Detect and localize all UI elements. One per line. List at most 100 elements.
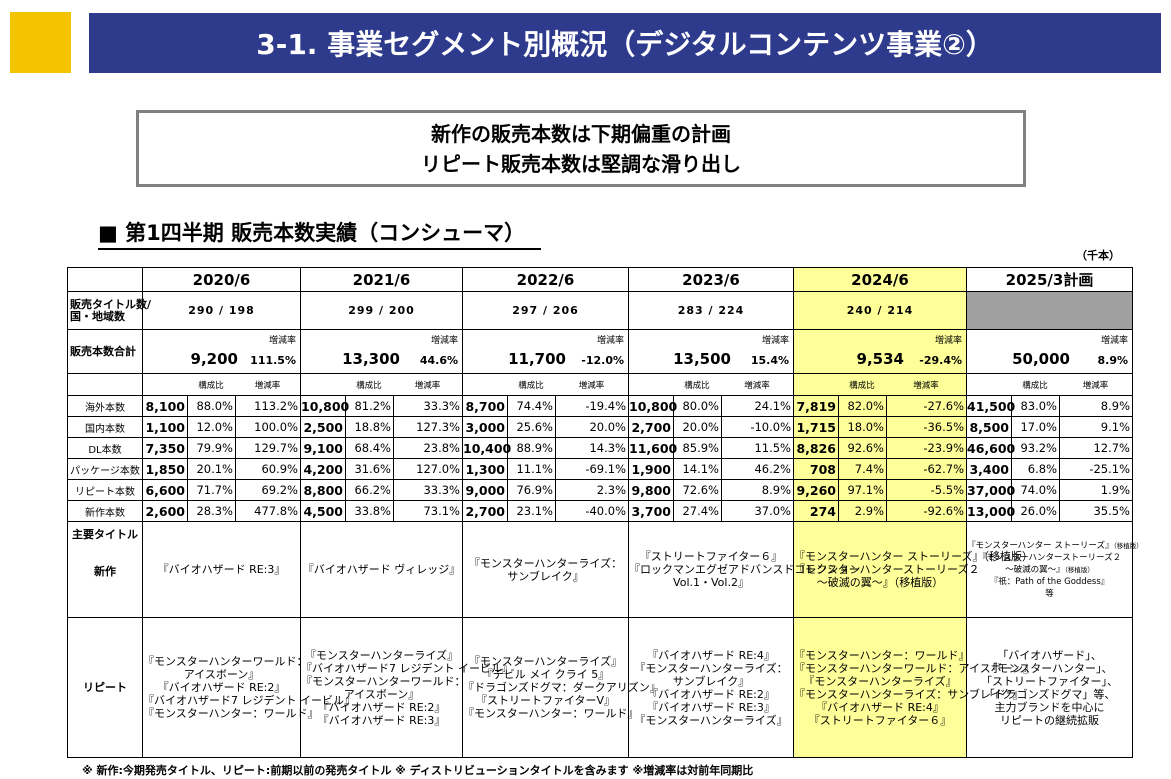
title-line: 『モンスターハンターストーリーズ２ — [977, 552, 1122, 563]
growth-caption: 増減率 — [414, 380, 441, 391]
metric-cell: 8,800 66.2% 33.3% — [300, 479, 463, 501]
title-line: リピートの継続拡販 — [1000, 713, 1099, 727]
metric-growth: 20.0% — [555, 417, 628, 437]
total-growth: -12.0% — [581, 354, 624, 367]
metric-ratio: 7.4% — [838, 459, 886, 479]
caption-cell: 構成比 増減率 — [628, 373, 794, 396]
metric-value: 274 — [809, 503, 836, 519]
caption-row: 構成比 増減率 構成比 増減率 構成比 増減率 構成比 増減率 構成比 増減率 構成比 増減… — [67, 373, 1133, 396]
title-line: 『デビル メイ クライ 5』 — [481, 668, 610, 681]
total-cell: 増減率 9,200 111.5% — [142, 329, 301, 374]
title-line: 『モンスターハンター：ワールド』 — [463, 707, 639, 720]
metric-cell: 10,800 80.0% 24.1% — [628, 395, 794, 417]
metric-cell: 8,700 74.4% -19.4% — [462, 395, 629, 417]
title-line: ～破滅の翼～』（移植版） — [967, 564, 1132, 576]
new-titles-row: 主要タイトル 新作 『バイオハザード RE:3』 『バイオハザード ヴィレッジ』… — [67, 521, 1143, 618]
growth-caption: 増減率 — [254, 380, 281, 391]
metric-value: 1,100 — [145, 419, 185, 435]
year-header: 2023/6 — [628, 267, 794, 292]
metric-value: 37,000 — [967, 482, 1016, 498]
metric-ratio: 83.0% — [1011, 396, 1059, 416]
ratio-caption: 構成比 — [1022, 380, 1048, 391]
metric-ratio: 66.2% — [345, 480, 393, 500]
total-value: 50,000 — [1012, 350, 1070, 368]
metric-cell: 8,826 92.6% -23.9% — [793, 437, 967, 459]
metric-cell: 41,500 83.0% 8.9% — [966, 395, 1133, 417]
title-line: 「バイオハザード」、 — [997, 648, 1102, 662]
metric-ratio: 92.6% — [838, 438, 886, 458]
repeat-titles-cell: 『モンスターハンター：ワールド』 『モンスターハンターワールド：アイスボーン』 『モ… — [793, 617, 1034, 758]
metric-value: 11,600 — [629, 440, 678, 456]
metric-value: 9,800 — [631, 482, 671, 498]
metric-row: パッケージ本数 1,850 20.1% 60.9% 4,200 31.6% 127.0% 1,… — [67, 458, 1133, 480]
porting-tag: （移植版） — [1064, 565, 1094, 574]
title-line: 等 — [1045, 588, 1054, 599]
title-line: 『バイオハザード RE:3』 — [647, 700, 775, 714]
repeat-titles-cell: 「バイオハザード」、 「モンスターハンター」、 「ストリートファイター」、 「ドラゴン… — [966, 617, 1133, 758]
metric-row: 新作本数 2,600 28.3% 477.8% 4,500 33.8% 73.1% 2,700… — [67, 500, 1133, 522]
metric-growth: -23.9% — [886, 438, 966, 458]
metric-growth: 113.2% — [235, 396, 300, 416]
metric-value: 9,000 — [465, 482, 505, 498]
title-line: 『バイオハザード RE:4』 — [647, 648, 775, 662]
metric-growth: 8.9% — [1059, 396, 1132, 416]
metric-value: 1,850 — [145, 461, 185, 477]
total-label: 販売本数合計 — [67, 329, 143, 374]
new-titles-label: 主要タイトル 新作 — [67, 521, 143, 618]
metric-label: 海外本数 — [67, 395, 143, 417]
headline-box: 新作の販売本数は下期偏重の計画 リピート販売本数は堅調な滑り出し — [136, 110, 1026, 187]
metric-cell: 274 2.9% -92.6% — [793, 500, 967, 522]
growth-caption: 増減率 — [934, 336, 962, 346]
metric-value: 8,826 — [796, 440, 836, 456]
metric-growth: -40.0% — [555, 501, 628, 521]
new-titles-cell: 『モンスターハンターライズ： サンブレイク』 — [462, 521, 629, 618]
page-title: 3-1. 事業セグメント別概況（デジタルコンテンツ事業②） — [89, 13, 1161, 73]
metric-growth: -19.4% — [555, 396, 628, 416]
metric-cell: 8,500 17.0% 9.1% — [966, 416, 1133, 438]
ratio-caption: 構成比 — [684, 380, 710, 391]
metric-growth: -92.6% — [886, 501, 966, 521]
metric-value: 6,600 — [145, 482, 185, 498]
metric-growth: 9.1% — [1059, 417, 1132, 437]
total-cell: 増減率 13,300 44.6% — [300, 329, 463, 374]
title-line: 『モンスターハンターストーリーズ２ — [794, 563, 980, 576]
title-line: 『ストリートファイター６』 — [639, 550, 783, 563]
title-line: 『祇：Path of the Goddess』 — [989, 576, 1110, 587]
title-line: 『モンスターハンターライズ： — [634, 661, 788, 675]
metric-cell: 2,700 20.0% -10.0% — [628, 416, 794, 438]
metric-growth: 11.5% — [721, 438, 793, 458]
total-cell: 増減率 9,534 -29.4% — [793, 329, 967, 374]
metric-value: 2,600 — [145, 503, 185, 519]
ratio-caption: 構成比 — [518, 380, 544, 391]
title-line: 『モンスターハンター：ワールド』 — [143, 707, 319, 720]
metric-growth: 73.1% — [393, 501, 462, 521]
growth-caption: 増減率 — [430, 336, 458, 346]
title-line: 『ストリートファイターV』 — [475, 694, 616, 707]
metric-cell: 10,800 81.2% 33.3% — [300, 395, 463, 417]
metric-ratio: 33.8% — [345, 501, 393, 521]
metric-value: 1,300 — [465, 461, 505, 477]
metric-value: 8,800 — [303, 482, 343, 498]
metric-value: 46,600 — [967, 440, 1016, 456]
title-line: アイスボーン』 — [183, 668, 260, 681]
title-line: ～破滅の翼～』（移植版） — [816, 576, 944, 589]
metric-ratio: 93.2% — [1011, 438, 1059, 458]
title-text: 『モンスターハンター ストーリーズ』 — [967, 540, 1114, 551]
metric-rows: 海外本数 8,100 88.0% 113.2% 10,800 81.2% 33.3% 8,70… — [67, 395, 1133, 522]
metric-growth: 33.3% — [393, 396, 462, 416]
title-count-cell: 283 / 224 — [628, 291, 794, 330]
metric-growth: 129.7% — [235, 438, 300, 458]
growth-caption: 増減率 — [761, 336, 789, 346]
repeat-titles-row: リピート 『モンスターハンターワールド： アイスボーン』 『バイオハザード RE:2… — [67, 617, 1133, 758]
ratio-caption: 構成比 — [356, 380, 382, 391]
growth-caption: 増減率 — [578, 380, 605, 391]
metric-value: 3,000 — [465, 419, 505, 435]
new-titles-cell: 『バイオハザード RE:3』 — [142, 521, 301, 618]
metric-growth: -62.7% — [886, 459, 966, 479]
metric-cell: 2,500 18.8% 127.3% — [300, 416, 463, 438]
metric-growth: 127.3% — [393, 417, 462, 437]
title-line: 『モンスターハンターワールド： — [301, 674, 466, 688]
metric-label: リピート本数 — [67, 479, 143, 501]
title-line: アイスボーン』 — [343, 687, 420, 701]
metric-value: 3,400 — [969, 461, 1009, 477]
